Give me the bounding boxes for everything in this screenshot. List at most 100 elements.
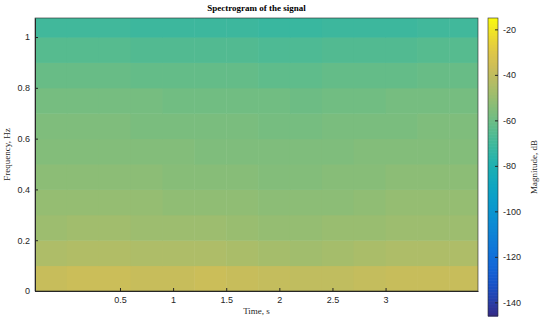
heatmap-cell: [99, 18, 131, 38]
heatmap-cell: [131, 215, 163, 241]
tick-label: -20: [503, 25, 516, 35]
heatmap-cell: [322, 215, 354, 241]
heatmap-cell: [162, 266, 194, 291]
heatmap-cell: [354, 18, 386, 38]
heatmap-cell: [67, 139, 99, 165]
heatmap-cell: [162, 189, 194, 215]
heatmap-cell: [67, 189, 99, 215]
heatmap-cell: [290, 18, 322, 38]
heatmap-cell: [386, 62, 418, 88]
heatmap-cell: [35, 189, 67, 215]
tick: 0.5: [114, 288, 127, 305]
heatmap-cell: [162, 113, 194, 139]
heatmap-cell: [449, 62, 478, 88]
heatmap-cell: [194, 164, 226, 190]
heatmap-cell: [131, 240, 163, 266]
heatmap-cell: [290, 113, 322, 139]
heatmap-cell: [194, 62, 226, 88]
tick-label: 0.5: [114, 295, 127, 305]
heatmap-cell: [322, 62, 354, 88]
heatmap-cell: [258, 139, 290, 165]
tick-label: -120: [503, 252, 521, 262]
heatmap-cell: [258, 113, 290, 139]
tick-label: -140: [503, 298, 521, 308]
heatmap-cell: [386, 37, 418, 63]
heatmap-cell: [449, 266, 478, 291]
heatmap-cell: [386, 215, 418, 241]
heatmap-cell: [258, 240, 290, 266]
tick-mark: [495, 75, 498, 76]
tick-label: -80: [503, 161, 516, 171]
tick: -100: [495, 207, 521, 217]
heatmap-cell: [354, 37, 386, 63]
heatmap-cell: [67, 164, 99, 190]
tick: 2: [277, 288, 282, 305]
axis-line: [498, 19, 499, 317]
heatmap-cell: [322, 88, 354, 114]
tick-label: 3: [384, 295, 389, 305]
heatmap-cell: [226, 215, 258, 241]
tick-label: -60: [503, 116, 516, 126]
heatmap-cell: [162, 240, 194, 266]
heatmap-cell: [386, 266, 418, 291]
heatmap-cell: [290, 240, 322, 266]
heatmap-cell: [35, 113, 67, 139]
heatmap-cell: [67, 37, 99, 63]
tick-mark: [495, 257, 498, 258]
heatmap-cell: [35, 266, 67, 291]
heatmap-cell: [354, 189, 386, 215]
heatmap-cell: [67, 215, 99, 241]
colorbar: [488, 18, 498, 317]
heatmap-cell: [417, 240, 449, 266]
heatmap-cell: [99, 240, 131, 266]
heatmap-cell: [99, 88, 131, 114]
heatmap-cell: [226, 37, 258, 63]
tick-mark: [35, 37, 38, 38]
heatmap-cell: [99, 37, 131, 63]
heatmap-cell: [354, 113, 386, 139]
heatmap-cell: [322, 139, 354, 165]
heatmap-cell: [131, 164, 163, 190]
heatmap-cell: [386, 18, 418, 38]
heatmap-cell: [290, 189, 322, 215]
tick-mark: [386, 288, 387, 291]
heatmap-cell: [417, 215, 449, 241]
plot-frame: [35, 18, 478, 291]
heatmap-cell: [449, 139, 478, 165]
heatmap-cell: [386, 164, 418, 190]
heatmap-cell: [290, 62, 322, 88]
tick-mark: [495, 166, 498, 167]
heatmap-cell: [322, 164, 354, 190]
heatmap-cell: [67, 240, 99, 266]
tick-mark: [495, 29, 498, 30]
tick: -60: [495, 116, 516, 126]
heatmap-cell: [354, 215, 386, 241]
heatmap-cell: [417, 62, 449, 88]
heatmap-cell: [162, 62, 194, 88]
heatmap-cell: [258, 215, 290, 241]
heatmap-cell: [226, 189, 258, 215]
heatmap-cell: [258, 37, 290, 63]
chart: 0.511.522.5300.20.40.60.81Spectrogram of…: [0, 0, 548, 320]
tick-label: 1.5: [220, 295, 233, 305]
heatmap-cell: [417, 139, 449, 165]
colorbar-axis: -140-120-100-80-60-40-20: [495, 19, 521, 317]
tick-mark: [279, 288, 280, 291]
heatmap-cell: [67, 88, 99, 114]
heatmap-cell: [226, 266, 258, 291]
heatmap-cell: [131, 62, 163, 88]
tick: -20: [495, 25, 516, 35]
tick: -120: [495, 252, 521, 262]
heatmap-cell: [354, 240, 386, 266]
heatmap-cell: [354, 139, 386, 165]
x-axis: 0.511.522.53: [36, 288, 479, 305]
heatmap-cell: [194, 18, 226, 38]
heatmap-cell: [35, 164, 67, 190]
heatmap-cell: [417, 164, 449, 190]
heatmap-cell: [322, 189, 354, 215]
heatmap-cell: [386, 113, 418, 139]
tick: 1: [25, 32, 38, 42]
heatmap-cell: [258, 266, 290, 291]
heatmap-cell: [258, 88, 290, 114]
heatmap-cell: [35, 37, 67, 63]
